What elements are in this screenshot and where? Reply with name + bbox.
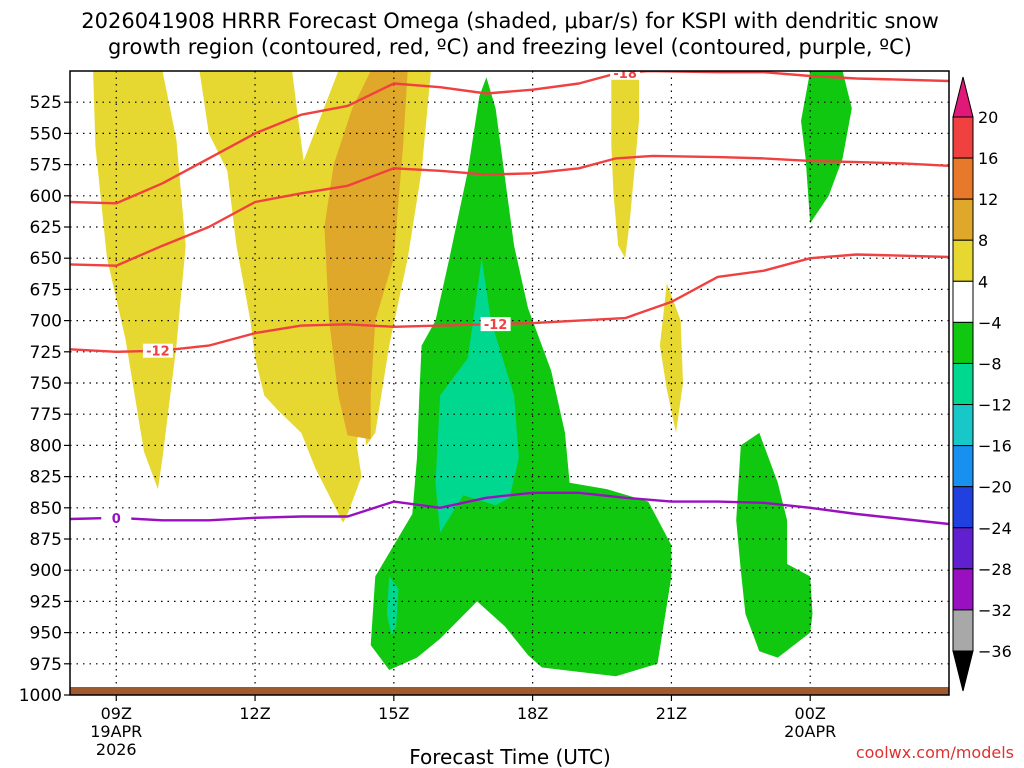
x-tick-date: 20APR [784,722,836,741]
y-tick-label: 550 [30,124,62,144]
colorbar-label: −20 [978,478,1012,497]
contour-line-4 [70,491,949,526]
colorbar-label: −16 [978,437,1012,456]
colorbar-bin [952,362,974,406]
colorbar-bin [952,609,974,652]
contour-label: 0 [112,512,121,527]
colorbar-label: 16 [978,149,998,168]
temperature-contours: -18 -12 -12 0 [70,67,949,527]
y-tick-label: 675 [30,280,62,300]
y-tick-label: 775 [30,405,62,425]
contour-label-bg [142,343,173,358]
colorbar-above-triangle [952,76,974,118]
colorbar-label: −4 [978,313,1002,332]
y-tick-label: 725 [30,343,62,363]
omega-region-4 [611,71,639,259]
omega-region-3 [324,71,408,440]
contour-label-bg [610,71,641,80]
y-tick-label: 750 [30,374,62,394]
x-tick-year: 2026 [96,740,137,759]
y-tick-label: 975 [30,655,62,675]
omega-region-8 [736,432,813,658]
x-tick-label: 15Z [378,704,409,723]
colorbar-label: −8 [978,354,1002,373]
y-tick-label: 700 [30,312,62,332]
y-tick-label: 925 [30,592,62,612]
colorbar-label: 20 [978,108,998,127]
x-tick-label: 09Z [101,704,132,723]
colorbar-bin [952,568,974,611]
plot-gridlines [70,71,949,695]
contour-label: -18 [613,67,637,82]
colorbar-below-triangle [952,650,974,692]
omega-region-7 [801,71,852,224]
colorbar-bin [952,157,974,200]
colorbar-label: −12 [978,396,1012,415]
colorbar-legend: 20 16 12 8 4 −4 −8 −12 −16 −20 −24 −28 −32 −36 [952,76,1012,692]
y-axis-ticks: 525 550 575 600 625 650 675 700 725 750 775 800 825 8… [19,93,70,706]
colorbar-bin [952,321,974,364]
y-tick-label: 850 [30,499,62,519]
omega-region-10 [386,576,399,636]
omega-region-9 [435,258,519,533]
colorbar-label: −36 [978,642,1012,661]
colorbar-label: −24 [978,519,1012,538]
colorbar-label: −28 [978,560,1012,579]
colorbar-bin [952,198,974,241]
colorbar-label: −32 [978,601,1012,620]
y-tick-label: 800 [30,436,62,456]
x-axis-label: Forecast Time (UTC) [409,745,611,768]
y-tick-label: 600 [30,187,62,207]
shaded-omega-regions [93,71,852,677]
colorbar-bin [952,116,974,159]
colorbar-bin [952,239,974,282]
watermark: coolwx.com/models [856,743,1014,762]
colorbar-bin [952,527,974,570]
y-tick-label: 875 [30,530,62,550]
y-tick-label: 950 [30,624,62,644]
contour-label-bg [480,317,511,332]
y-tick-label: 575 [30,156,62,176]
chart-title-line2: growth region (contoured, red, ºC) and f… [108,35,912,59]
y-tick-label: 625 [30,218,62,238]
x-tick-label: 18Z [517,704,548,723]
ground-surface [70,687,949,695]
colorbar-bin [952,404,974,447]
y-tick-label: 650 [30,249,62,269]
contour-label-bg [101,510,132,525]
colorbar-bin [952,486,974,529]
y-tick-label: 900 [30,561,62,581]
colorbar-bin [952,280,974,323]
contour-line-0 [70,71,949,205]
x-tick-date: 19APR [90,722,142,741]
contour-label: -12 [146,345,170,360]
colorbar-label: 8 [978,231,988,250]
contour-line-1 [70,154,949,267]
x-tick-label: 00Z [795,704,826,723]
x-tick-label: 12Z [239,704,270,723]
x-tick-label: 21Z [656,704,687,723]
omega-region-6 [370,77,672,677]
colorbar-label: 4 [978,272,988,291]
colorbar-bin [952,445,974,488]
colorbar-label: 12 [978,190,998,209]
contour-label: -12 [484,318,508,333]
chart-title-line1: 2026041908 HRRR Forecast Omega (shaded, … [81,9,939,33]
y-tick-label: 1000 [19,686,62,706]
y-tick-label: 825 [30,468,62,488]
y-tick-label: 525 [30,93,62,113]
